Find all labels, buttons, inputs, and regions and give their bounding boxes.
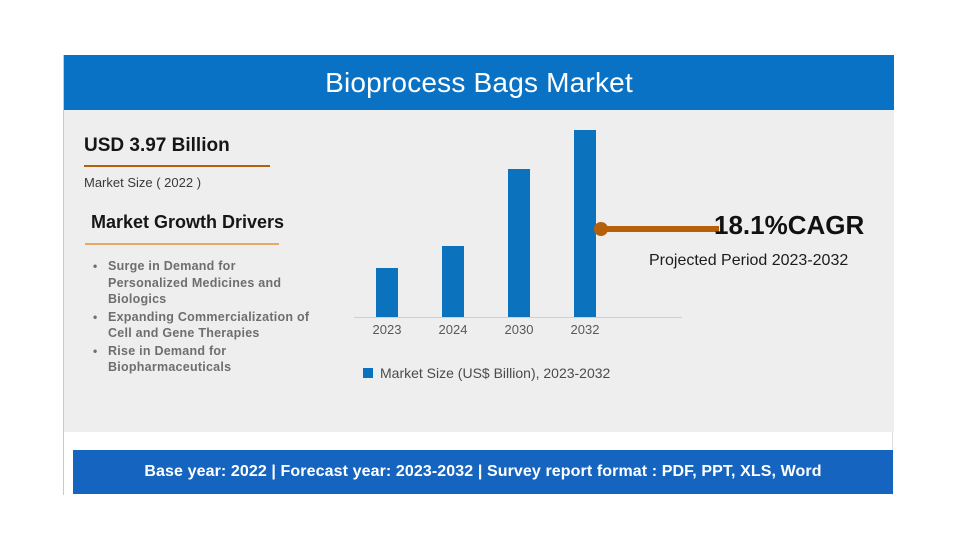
left-panel: USD 3.97 Billion Market Size ( 2022 ) Ma… bbox=[84, 110, 384, 432]
x-tick-label: 2032 bbox=[570, 322, 600, 337]
market-size-caption: Market Size ( 2022 ) bbox=[84, 175, 202, 190]
bar-column bbox=[552, 110, 618, 317]
bar-2030 bbox=[508, 169, 530, 317]
market-size-divider bbox=[84, 165, 270, 167]
content-area: USD 3.97 Billion Market Size ( 2022 ) Ma… bbox=[64, 110, 894, 481]
bar-2032 bbox=[574, 129, 596, 317]
chart-plot-area bbox=[354, 110, 684, 317]
footer-text: Base year: 2022 | Forecast year: 2023-20… bbox=[144, 463, 822, 480]
cagr-callout: 18.1%CAGR Projected Period 2023-2032 bbox=[594, 210, 894, 330]
page-title: Bioprocess Bags Market bbox=[325, 66, 633, 98]
bar-2024 bbox=[442, 245, 464, 317]
list-item-label: Rise in Demand for Biopharmaceuticals bbox=[108, 343, 232, 375]
growth-drivers-list: • Surge in Demand for Personalized Medic… bbox=[88, 258, 318, 377]
bullet-icon: • bbox=[93, 259, 98, 273]
footer-bar: Base year: 2022 | Forecast year: 2023-20… bbox=[73, 450, 893, 494]
market-size-value: USD 3.97 Billion bbox=[84, 135, 230, 156]
x-tick-label: 2024 bbox=[438, 322, 468, 337]
x-tick-label: 2023 bbox=[372, 322, 402, 337]
list-item: • Surge in Demand for Personalized Medic… bbox=[88, 258, 318, 308]
bar-2023 bbox=[376, 267, 398, 317]
connector-dot-icon bbox=[594, 222, 608, 236]
bar-column bbox=[420, 110, 486, 317]
list-item-label: Surge in Demand for Personalized Medicin… bbox=[108, 259, 282, 306]
growth-drivers-divider bbox=[85, 243, 279, 245]
bullet-icon: • bbox=[93, 343, 98, 358]
legend-label: Market Size (US$ Billion), 2023-2032 bbox=[380, 365, 611, 381]
bar-column bbox=[354, 110, 420, 317]
bar-column bbox=[486, 110, 552, 317]
bar-chart: 2023 2024 2030 2032 Market Size (US$ Bil… bbox=[354, 110, 694, 432]
bullet-icon: • bbox=[93, 309, 98, 324]
legend-swatch-icon bbox=[363, 368, 373, 378]
projected-period-label: Projected Period 2023-2032 bbox=[649, 252, 849, 269]
list-item: • Expanding Commercialization of Cell an… bbox=[88, 309, 318, 342]
cagr-value: 18.1%CAGR bbox=[714, 210, 865, 240]
list-item-label: Expanding Commercialization of Cell and … bbox=[108, 309, 310, 341]
x-axis-line bbox=[354, 317, 682, 318]
infographic-frame: Bioprocess Bags Market USD 3.97 Billion … bbox=[63, 55, 894, 495]
x-tick-label: 2030 bbox=[504, 322, 534, 337]
chart-legend: Market Size (US$ Billion), 2023-2032 bbox=[363, 365, 610, 381]
list-item: • Rise in Demand for Biopharmaceuticals bbox=[88, 343, 318, 376]
growth-drivers-heading: Market Growth Drivers bbox=[91, 212, 285, 232]
title-banner: Bioprocess Bags Market bbox=[64, 55, 894, 110]
connector-line bbox=[604, 226, 719, 232]
